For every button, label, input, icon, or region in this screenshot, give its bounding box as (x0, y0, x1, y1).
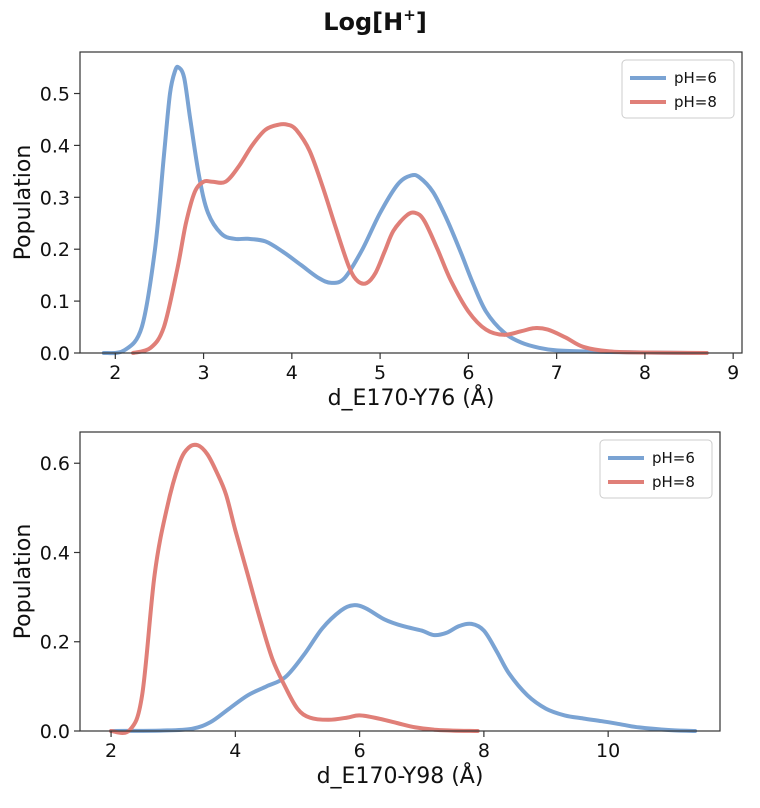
y-tick-label: 0.3 (40, 187, 70, 209)
y-tick-label: 0.2 (40, 632, 70, 654)
x-tick-label: 7 (551, 362, 563, 384)
x-tick-label: 4 (229, 740, 241, 762)
x-tick-label: 4 (286, 362, 298, 384)
y-axis-label: Population (11, 524, 36, 640)
legend: pH=6 pH=8 (621, 59, 735, 119)
x-tick-label: 6 (354, 740, 366, 762)
x-tick-label: 8 (478, 740, 490, 762)
y-tick-label: 0.0 (40, 343, 70, 365)
x-axis-label: d_E170-Y76 (Å) (328, 384, 495, 411)
x-tick-label: 2 (105, 740, 117, 762)
legend-label-pH=6: pH=6 (652, 449, 695, 467)
series-line-pH=6 (101, 64, 709, 356)
x-tick-label: 6 (462, 362, 474, 384)
y-tick-label: 0.4 (40, 542, 70, 564)
series-line-pH=8 (131, 122, 709, 355)
x-tick-label: 8 (639, 362, 651, 384)
chart-panel-top: 2 3 4 5 6 7 8 9 0.0 0.1 0.2 0.3 0.4 0.5 d_E170-Y76 (Å)… (11, 51, 743, 411)
series-line-pH=6 (109, 603, 698, 733)
y-tick-label: 0.0 (40, 721, 70, 743)
legend-label-pH=6: pH=6 (674, 69, 717, 87)
plot-frame (79, 431, 721, 732)
legend: pH=6 pH=8 (599, 439, 713, 499)
series-line-pH=8 (109, 442, 480, 735)
y-tick-label: 0.2 (40, 239, 70, 261)
x-tick-label: 5 (374, 362, 386, 384)
y-tick-label: 0.5 (40, 84, 70, 106)
x-tick-label: 10 (596, 740, 620, 762)
figure-title: Log[H+] (323, 6, 427, 36)
legend-label-pH=8: pH=8 (674, 93, 717, 111)
x-tick-label: 2 (109, 362, 121, 384)
y-tick-label: 0.6 (40, 453, 70, 475)
plot-frame (79, 51, 743, 354)
y-axis-label: Population (11, 145, 36, 261)
x-tick-label: 3 (198, 362, 210, 384)
y-tick-label: 0.1 (40, 291, 70, 313)
chart-panel-bottom: 2 4 6 8 10 0.0 0.2 0.4 0.6 d_E170-Y98 (Å) Populati… (11, 431, 721, 789)
legend-label-pH=8: pH=8 (652, 473, 695, 491)
x-tick-label: 9 (727, 362, 739, 384)
x-axis-label: d_E170-Y98 (Å) (317, 762, 484, 789)
y-tick-label: 0.4 (40, 135, 70, 157)
